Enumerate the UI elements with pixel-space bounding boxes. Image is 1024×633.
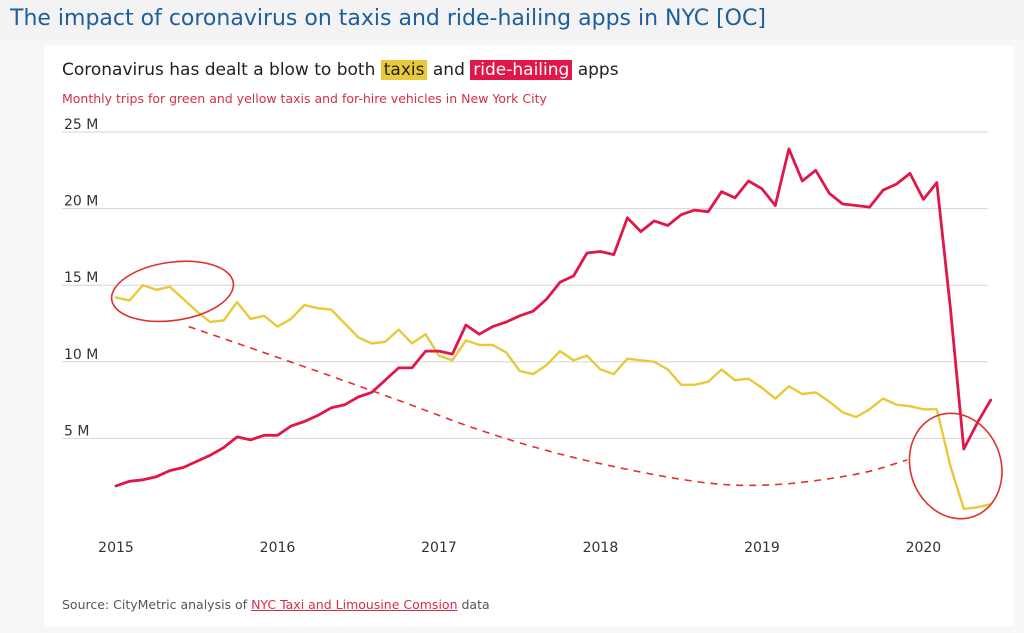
annotation-dashed-curve bbox=[188, 325, 908, 487]
chart-title-part-3: and bbox=[427, 60, 471, 80]
annotation-ellipse-0 bbox=[110, 260, 235, 323]
y-tick-label-0: 5 M bbox=[64, 423, 89, 439]
source-prefix: Source: CityMetric analysis of bbox=[62, 597, 252, 612]
chart-subtitle: Monthly trips for green and yellow taxis… bbox=[62, 91, 547, 106]
chart-title-taxis-highlight: taxis bbox=[380, 60, 428, 80]
annotation-ellipse-1 bbox=[908, 412, 1003, 520]
source-suffix: data bbox=[457, 597, 490, 612]
x-tick-label-2: 2017 bbox=[421, 540, 457, 556]
x-tick-label-4: 2019 bbox=[744, 540, 780, 556]
series-line-taxis bbox=[114, 284, 992, 511]
chart-panel bbox=[44, 46, 1014, 626]
chart-title-part-5: apps bbox=[572, 60, 619, 80]
y-tick-label-4: 25 M bbox=[64, 117, 98, 133]
chart-title: Coronavirus has dealt a blow to both tax… bbox=[62, 60, 619, 80]
chart-title-part-1: Coronavirus has dealt a blow to both bbox=[62, 60, 381, 80]
post-title: The impact of coronavirus on taxis and r… bbox=[10, 6, 766, 31]
x-tick-label-5: 2020 bbox=[906, 540, 942, 556]
x-tick-label-0: 2015 bbox=[98, 540, 134, 556]
source-link[interactable]: NYC Taxi and Limousine Comsion bbox=[251, 597, 458, 612]
x-tick-label-3: 2018 bbox=[583, 540, 619, 556]
x-tick-label-1: 2016 bbox=[260, 540, 296, 556]
series-line-ride-hailing bbox=[114, 147, 993, 488]
y-tick-label-1: 10 M bbox=[64, 347, 98, 363]
chart-title-ride-hailing-highlight: ride-hailing bbox=[470, 60, 573, 80]
y-tick-label-3: 20 M bbox=[64, 194, 98, 210]
y-tick-label-2: 15 M bbox=[64, 270, 98, 286]
chart-source: Source: CityMetric analysis of NYC Taxi … bbox=[62, 597, 490, 612]
